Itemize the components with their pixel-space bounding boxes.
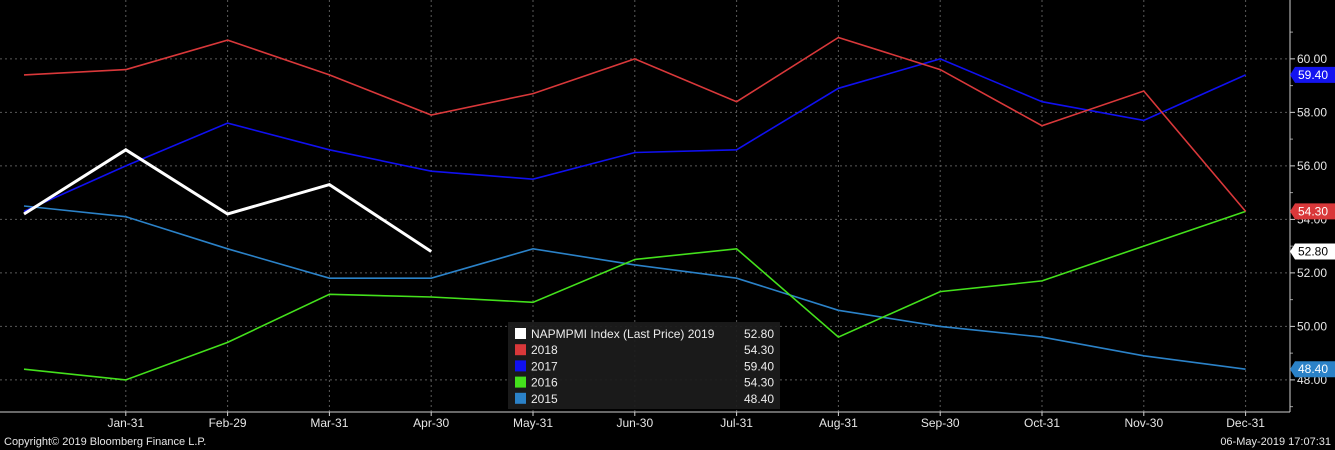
y-tick-label: 50.00	[1297, 319, 1327, 333]
timestamp-text: 06-May-2019 17:07:31	[1220, 436, 1331, 448]
legend-box	[508, 322, 780, 409]
legend-swatch	[515, 328, 526, 339]
legend-swatch	[515, 376, 526, 388]
series-line-2017	[23, 58, 1246, 213]
last-value-label: 59.40	[1290, 66, 1335, 83]
x-tick-label: Apr-30	[413, 416, 449, 430]
x-tick-label: Mar-31	[310, 416, 348, 430]
legend-series-value: 54.30	[744, 376, 774, 390]
legend-series-name: 2016	[531, 376, 558, 390]
y-tick-label: 52.00	[1297, 266, 1327, 280]
last-value-text: 59.40	[1298, 68, 1328, 82]
x-tick-label: Oct-31	[1024, 416, 1060, 430]
legend-swatch	[515, 360, 526, 372]
x-tick-label: May-31	[513, 416, 553, 430]
x-tick-label: Sep-30	[921, 416, 960, 430]
legend-swatch	[515, 344, 526, 356]
y-tick-label: 56.00	[1297, 159, 1327, 173]
last-value-text: 54.30	[1298, 204, 1328, 218]
legend-series-name: 2018	[531, 343, 558, 357]
copyright-text: Copyright© 2019 Bloomberg Finance L.P.	[4, 436, 207, 448]
x-tick-label: Nov-30	[1124, 416, 1163, 430]
last-value-badge	[1290, 66, 1335, 83]
x-tick-label: Dec-31	[1226, 416, 1265, 430]
last-value-label: 54.30	[1290, 203, 1335, 220]
last-value-badge	[1290, 203, 1335, 220]
last-value-text: 48.40	[1298, 362, 1328, 376]
legend-series-name: NAPMPMI Index (Last Price) 2019	[531, 327, 715, 341]
x-tick-label: Feb-29	[209, 416, 247, 430]
last-value-text: 52.80	[1298, 244, 1328, 258]
legend: NAPMPMI Index (Last Price) 2019 52.80 2018…	[508, 322, 780, 409]
x-tick-label: Jun-30	[616, 416, 653, 430]
last-value-badge	[1290, 243, 1335, 260]
y-tick-label: 60.00	[1297, 52, 1327, 66]
legend-series-value: 54.30	[744, 343, 774, 357]
legend-series-name: 2017	[531, 359, 558, 373]
last-value-badge	[1290, 361, 1335, 378]
legend-series-value: 59.40	[744, 359, 774, 373]
legend-series-value: 48.40	[744, 392, 774, 406]
series-line-2016	[23, 210, 1246, 381]
y-tick-label: 58.00	[1297, 105, 1327, 119]
series-line-napmpmi-index-last-price-2019	[23, 148, 433, 253]
last-value-label: 52.80	[1290, 243, 1335, 260]
x-tick-label: Jul-31	[720, 416, 753, 430]
x-tick-label: Aug-31	[819, 416, 858, 430]
legend-series-name: 2015	[531, 392, 558, 406]
x-tick-label: Jan-31	[107, 416, 144, 430]
series-line-2018	[23, 36, 1247, 212]
series-line-2015	[23, 205, 1246, 370]
legend-swatch	[515, 392, 526, 404]
last-value-label: 48.40	[1290, 361, 1335, 378]
legend-series-value: 52.80	[744, 327, 774, 341]
